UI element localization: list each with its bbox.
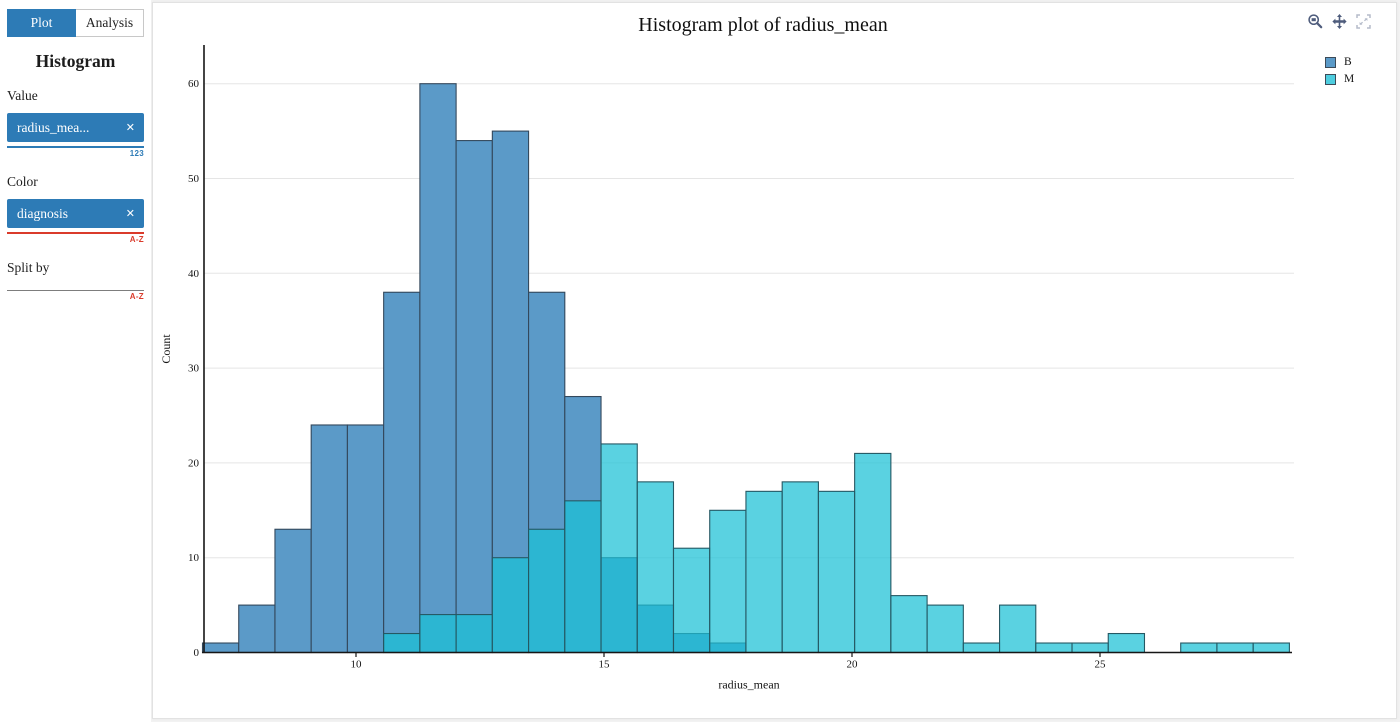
y-tick-label: 20 bbox=[188, 457, 200, 469]
y-tick-label: 50 bbox=[188, 173, 200, 185]
legend-label: B bbox=[1344, 56, 1352, 68]
color-chip-label: diagnosis bbox=[17, 205, 69, 221]
fullscreen-icon[interactable] bbox=[1355, 13, 1372, 30]
categorical-type-badge: A-Z bbox=[129, 235, 144, 244]
split-by-field: Split by A-Z bbox=[7, 260, 144, 301]
tab-plot[interactable]: Plot bbox=[7, 9, 76, 37]
legend-swatch bbox=[1325, 56, 1336, 68]
tab-bar: Plot Analysis bbox=[7, 9, 144, 37]
x-tick-label: 20 bbox=[847, 659, 859, 671]
y-tick-label: 40 bbox=[188, 268, 200, 280]
remove-color-icon[interactable]: ✕ bbox=[125, 207, 135, 220]
histogram-bar-M[interactable] bbox=[383, 632, 421, 654]
histogram-bar-M[interactable] bbox=[999, 604, 1037, 654]
histogram-bar-M[interactable] bbox=[781, 481, 819, 654]
histogram-bar-M[interactable] bbox=[455, 614, 493, 654]
histogram-bar-M[interactable] bbox=[636, 481, 675, 654]
legend-item-M[interactable]: M bbox=[1325, 73, 1354, 85]
histogram-bar-M[interactable] bbox=[672, 547, 711, 654]
split-by-underline[interactable] bbox=[7, 290, 144, 291]
histogram-bar-M[interactable] bbox=[1252, 642, 1290, 654]
histogram-bar-B[interactable] bbox=[310, 424, 348, 654]
y-tick-label: 0 bbox=[194, 647, 200, 659]
remove-value-icon[interactable]: ✕ bbox=[125, 121, 135, 134]
color-field: Color diagnosis ✕ A-Z bbox=[7, 174, 144, 244]
x-tick-label: 25 bbox=[1095, 659, 1107, 671]
histogram-bar-B[interactable] bbox=[238, 604, 276, 654]
histogram-bar-B[interactable] bbox=[346, 424, 385, 654]
value-field-label: Value bbox=[7, 88, 38, 103]
numeric-type-badge: 123 bbox=[129, 149, 144, 158]
histogram-bar-B[interactable] bbox=[274, 528, 312, 654]
histogram-bar-M[interactable] bbox=[600, 443, 638, 654]
legend-swatch bbox=[1325, 73, 1336, 85]
histogram-bar-M[interactable] bbox=[926, 604, 964, 654]
pan-icon[interactable] bbox=[1331, 13, 1348, 30]
histogram-bar-M[interactable] bbox=[491, 557, 530, 654]
tab-analysis[interactable]: Analysis bbox=[76, 9, 144, 37]
histogram-bar-M[interactable] bbox=[854, 452, 892, 654]
histogram-bar-M[interactable] bbox=[709, 509, 747, 654]
sidebar: Plot Analysis Histogram Value radius_mea… bbox=[0, 0, 151, 722]
histogram-bar-M[interactable] bbox=[1107, 632, 1146, 654]
histogram-bar-M[interactable] bbox=[890, 595, 928, 654]
y-tick-label: 60 bbox=[188, 78, 200, 90]
histogram-bar-M[interactable] bbox=[817, 490, 856, 654]
histogram-bar-B[interactable] bbox=[419, 83, 457, 654]
histogram-bar-M[interactable] bbox=[528, 528, 566, 654]
color-field-label: Color bbox=[7, 174, 38, 189]
x-tick-label: 10 bbox=[351, 659, 363, 671]
box-zoom-icon[interactable] bbox=[1307, 13, 1324, 30]
legend-item-B[interactable]: B bbox=[1325, 56, 1354, 68]
histogram-bar-B[interactable] bbox=[455, 140, 493, 654]
chart-title: Histogram plot of radius_mean bbox=[638, 14, 888, 36]
panel-title: Histogram bbox=[35, 51, 116, 71]
chart-toolbar bbox=[1307, 13, 1372, 30]
y-tick-label: 10 bbox=[188, 552, 200, 564]
y-axis-title: Count bbox=[159, 334, 173, 364]
value-chip[interactable]: radius_mea... ✕ bbox=[7, 113, 144, 142]
color-underline bbox=[7, 232, 144, 234]
legend-label: M bbox=[1344, 73, 1355, 85]
value-underline bbox=[7, 146, 144, 148]
value-field: Value radius_mea... ✕ 123 bbox=[7, 88, 144, 158]
histogram-bar-B[interactable] bbox=[383, 291, 421, 654]
histogram-bar-M[interactable] bbox=[1035, 642, 1073, 654]
histogram-bar-M[interactable] bbox=[1216, 642, 1254, 654]
histogram-bar-B[interactable] bbox=[201, 642, 240, 654]
value-chip-label: radius_mea... bbox=[17, 119, 90, 135]
histogram-bar-M[interactable] bbox=[745, 490, 783, 654]
split-by-label: Split by bbox=[7, 260, 50, 275]
x-axis-title: radius_mean bbox=[718, 678, 779, 692]
histogram-bar-M[interactable] bbox=[1180, 642, 1218, 654]
x-tick-label: 15 bbox=[599, 659, 611, 671]
histogram-bar-M[interactable] bbox=[962, 642, 1001, 654]
histogram-chart[interactable]: 0 10 20 30 40 50 60 10 15 20 25 radius_mean Count bbox=[153, 3, 1394, 716]
histogram-bar-M[interactable] bbox=[564, 500, 602, 654]
histogram-bar-M[interactable] bbox=[419, 614, 457, 654]
color-chip[interactable]: diagnosis ✕ bbox=[7, 199, 144, 228]
y-tick-label: 30 bbox=[188, 363, 200, 375]
histogram-bar-M[interactable] bbox=[1071, 642, 1109, 654]
split-by-type-badge: A-Z bbox=[129, 292, 144, 301]
